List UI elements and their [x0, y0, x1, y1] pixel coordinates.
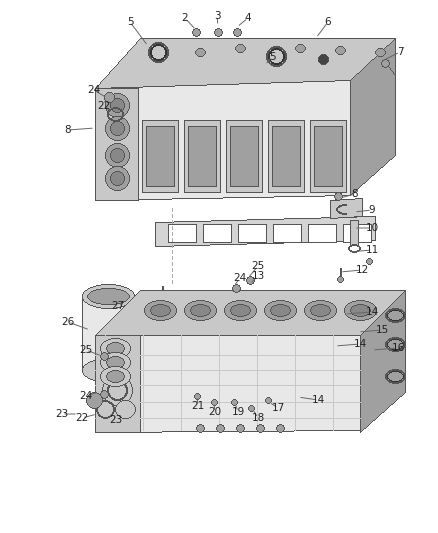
Text: 11: 11: [365, 245, 378, 255]
Text: 10: 10: [365, 223, 378, 233]
Text: 7: 7: [397, 47, 403, 57]
Text: 8: 8: [65, 125, 71, 135]
Text: 14: 14: [365, 307, 378, 317]
Text: 22: 22: [75, 413, 88, 423]
Text: 24: 24: [233, 273, 247, 283]
Text: 14: 14: [353, 339, 367, 349]
Text: 4: 4: [245, 13, 251, 23]
Text: 5: 5: [127, 17, 133, 27]
Text: 15: 15: [375, 325, 389, 335]
Text: 12: 12: [355, 265, 369, 275]
Text: 27: 27: [111, 301, 125, 311]
Text: 16: 16: [392, 343, 405, 353]
Text: 23: 23: [55, 409, 69, 419]
Text: 25: 25: [251, 261, 265, 271]
Text: 24: 24: [87, 85, 101, 95]
Text: 24: 24: [79, 391, 92, 401]
Text: 14: 14: [311, 395, 325, 405]
Text: 25: 25: [79, 345, 92, 355]
Text: 22: 22: [97, 101, 111, 111]
Text: 26: 26: [61, 317, 74, 327]
Text: 21: 21: [191, 401, 205, 411]
Text: 20: 20: [208, 407, 222, 417]
Text: 18: 18: [251, 413, 265, 423]
Text: 6: 6: [325, 17, 331, 27]
Text: 17: 17: [272, 403, 285, 413]
Text: 2: 2: [182, 13, 188, 23]
Text: 13: 13: [251, 271, 265, 281]
Text: 8: 8: [352, 189, 358, 199]
Text: 9: 9: [369, 205, 375, 215]
Text: 19: 19: [231, 407, 245, 417]
Text: 3: 3: [214, 11, 220, 21]
Text: 23: 23: [110, 415, 123, 425]
Text: 5: 5: [268, 52, 276, 62]
